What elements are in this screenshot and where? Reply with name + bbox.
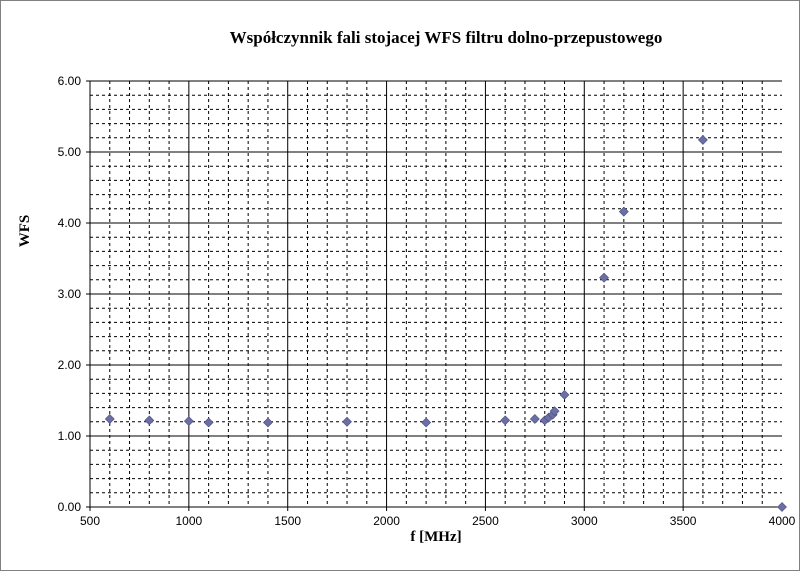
data-point (549, 406, 560, 417)
data-point (263, 417, 273, 428)
x-tick-label: 3500 (670, 514, 697, 528)
y-tick-label: 2.00 (58, 358, 82, 372)
data-point (777, 502, 787, 512)
data-point (104, 414, 115, 424)
x-tick-label: 2000 (373, 514, 400, 528)
x-axis-label: f [MHz] (410, 529, 461, 545)
x-tick-label: 500 (80, 514, 100, 528)
y-axis-label: WFS (17, 215, 33, 248)
y-tick-label: 0.00 (58, 500, 82, 514)
tick-labels: 500 1000 1500 2000 2500 3000 3500 4000 0.00 1.00 2… (58, 74, 796, 528)
x-tick-label: 1500 (274, 514, 301, 528)
y-tick-label: 5.00 (58, 145, 82, 159)
data-point (342, 416, 352, 427)
y-tick-label: 1.00 (58, 429, 82, 443)
y-tick-label: 4.00 (58, 216, 82, 230)
data-point (529, 414, 540, 424)
data-point (697, 135, 708, 145)
data-point (500, 415, 511, 426)
x-tick-label: 3000 (571, 514, 598, 528)
data-point (559, 389, 570, 400)
y-tick-label: 6.00 (58, 74, 82, 88)
data-point (144, 415, 155, 426)
x-tick-label: 2500 (472, 514, 499, 528)
x-tick-label: 4000 (769, 514, 796, 528)
y-tick-label: 3.00 (58, 287, 82, 301)
chart-title: Współczynnik fali stojacej WFS filtru do… (230, 28, 663, 47)
data-point (421, 417, 432, 428)
data-point (183, 416, 194, 427)
data-points (104, 135, 787, 512)
data-point (618, 206, 629, 217)
data-point (203, 417, 214, 428)
data-point (599, 272, 609, 283)
x-tick-label: 1000 (176, 514, 203, 528)
axes (86, 80, 783, 511)
